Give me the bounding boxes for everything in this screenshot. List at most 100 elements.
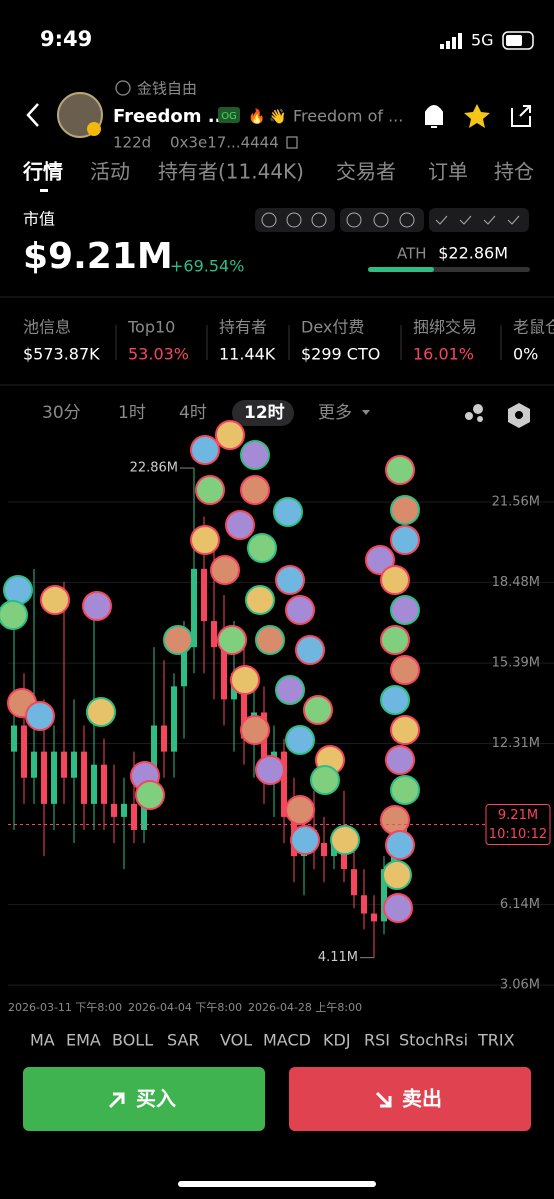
og-badge-text: OG: [221, 111, 237, 122]
share-button[interactable]: [511, 105, 531, 127]
token-subtitle: 金钱自由: [137, 80, 197, 98]
indicator[interactable]: SAR: [167, 1031, 200, 1050]
timeframe[interactable]: 30分: [42, 403, 81, 423]
stat-value: 53.03%: [128, 345, 189, 364]
timeframes: 30分 1时 4时 12时 更多: [42, 403, 352, 423]
trader-avatar: [230, 665, 260, 695]
trader-avatar: [225, 510, 255, 540]
y-tick-label: 3.06M: [500, 978, 540, 993]
trader-avatar: [390, 715, 420, 745]
tab[interactable]: 持有者(11.44K): [158, 160, 304, 184]
x-tick-label: 2026-03-11 下午8:00: [8, 1001, 122, 1014]
timeframe[interactable]: 12时: [244, 403, 285, 423]
trader-avatar: [255, 755, 285, 785]
back-button[interactable]: [26, 103, 39, 127]
trader-avatar: [25, 701, 55, 731]
stat-value: 0%: [513, 345, 538, 364]
candle-body: [161, 725, 167, 752]
ath-value: $22.86M: [438, 244, 508, 263]
indicator[interactable]: StochRsi: [399, 1031, 468, 1050]
annotation: 4.11M: [318, 950, 358, 965]
stat-value: $573.87K: [23, 345, 100, 364]
candle-body: [201, 568, 207, 622]
candle-body: [81, 751, 87, 804]
stat-label: 持有者: [219, 318, 267, 337]
trader-avatar: [285, 795, 315, 825]
indicator[interactable]: MACD: [263, 1031, 311, 1050]
signal: [440, 33, 462, 49]
candle-body: [341, 843, 347, 870]
alert-button[interactable]: [425, 105, 443, 128]
trader-avatar: [86, 697, 116, 727]
tabs: 行情 活动 持有者(11.44K) 交易者 订单 持仓: [22, 160, 534, 184]
candle-body: [191, 568, 197, 648]
indicator[interactable]: RSI: [364, 1031, 390, 1050]
y-tick-label: 21.56M: [492, 494, 540, 509]
candle-body: [31, 751, 37, 778]
globe-icon: [115, 80, 131, 96]
hand-icon: 👋: [269, 108, 286, 125]
y-tick-label: 15.39M: [492, 656, 540, 671]
buy-label: 买入: [136, 1087, 176, 1111]
trader-avatar: [385, 830, 415, 860]
trader-avatar: [385, 745, 415, 775]
indicator[interactable]: VOL: [220, 1031, 252, 1050]
tab[interactable]: 持仓: [494, 160, 534, 184]
candle-body: [211, 621, 217, 648]
stat-value: 16.01%: [413, 345, 474, 364]
trader-avatar: [240, 715, 270, 745]
copy-button[interactable]: [286, 136, 298, 149]
stat-value: 11.44K: [219, 345, 276, 364]
trader-avatar: [390, 595, 420, 625]
market-cap-label: 市值: [23, 210, 55, 229]
indicator[interactable]: EMA: [66, 1031, 101, 1050]
trader-avatar: [330, 825, 360, 855]
trader-avatar: [365, 545, 395, 575]
more-arrow: [362, 410, 370, 415]
last-price-time: 10:10:12: [489, 827, 547, 842]
annotation: 22.86M: [130, 461, 178, 476]
chart-tools: [465, 403, 530, 428]
trader-avatar: [82, 591, 112, 621]
chain-badge: [87, 122, 101, 136]
candle-body: [101, 764, 107, 804]
tab[interactable]: 行情: [22, 160, 63, 184]
timeframe[interactable]: 更多: [318, 403, 352, 423]
stats: 池信息 $573.87K Top10 53.03% 持有者 11.44K Dex付费 $299…: [23, 318, 554, 364]
timeframe[interactable]: 1时: [118, 403, 146, 423]
trader-avatar: [285, 725, 315, 755]
timeframe-selected: [232, 400, 294, 426]
trader-avatar: [380, 625, 410, 655]
trader-avatar: [380, 685, 410, 715]
trader-avatar: [380, 805, 410, 835]
candle-body: [71, 751, 77, 778]
market-cap-change: +69.54%: [170, 257, 244, 276]
candle-body: [61, 751, 67, 778]
trader-avatar: [290, 825, 320, 855]
trader-avatar: [215, 420, 245, 450]
trader-avatar: [217, 625, 247, 655]
indicator[interactable]: TRIX: [477, 1031, 515, 1050]
stat-label: 老鼠仓: [513, 318, 554, 337]
candle-body: [121, 803, 127, 817]
token-name: Freedom ...: [113, 106, 228, 127]
indicator[interactable]: KDJ: [323, 1031, 351, 1050]
tab[interactable]: 交易者: [336, 160, 396, 184]
candle-body: [221, 647, 227, 700]
tab[interactable]: 活动: [90, 160, 130, 184]
candle-body: [41, 751, 47, 804]
trader-avatar: [240, 475, 270, 505]
y-tick-label: 6.14M: [500, 897, 540, 912]
candle-body: [11, 725, 17, 752]
trader-avatar: [385, 455, 415, 485]
timeframe[interactable]: 4时: [179, 403, 207, 423]
y-tick-label: 18.48M: [492, 575, 540, 590]
buy-button[interactable]: [23, 1067, 265, 1131]
indicator[interactable]: BOLL: [112, 1031, 153, 1050]
favorite-button[interactable]: [464, 104, 490, 128]
sell-button[interactable]: [289, 1067, 531, 1131]
sell-label: 卖出: [402, 1087, 442, 1111]
trader-avatar: [390, 655, 420, 685]
indicator[interactable]: MA: [30, 1031, 55, 1050]
tab[interactable]: 订单: [428, 160, 468, 184]
